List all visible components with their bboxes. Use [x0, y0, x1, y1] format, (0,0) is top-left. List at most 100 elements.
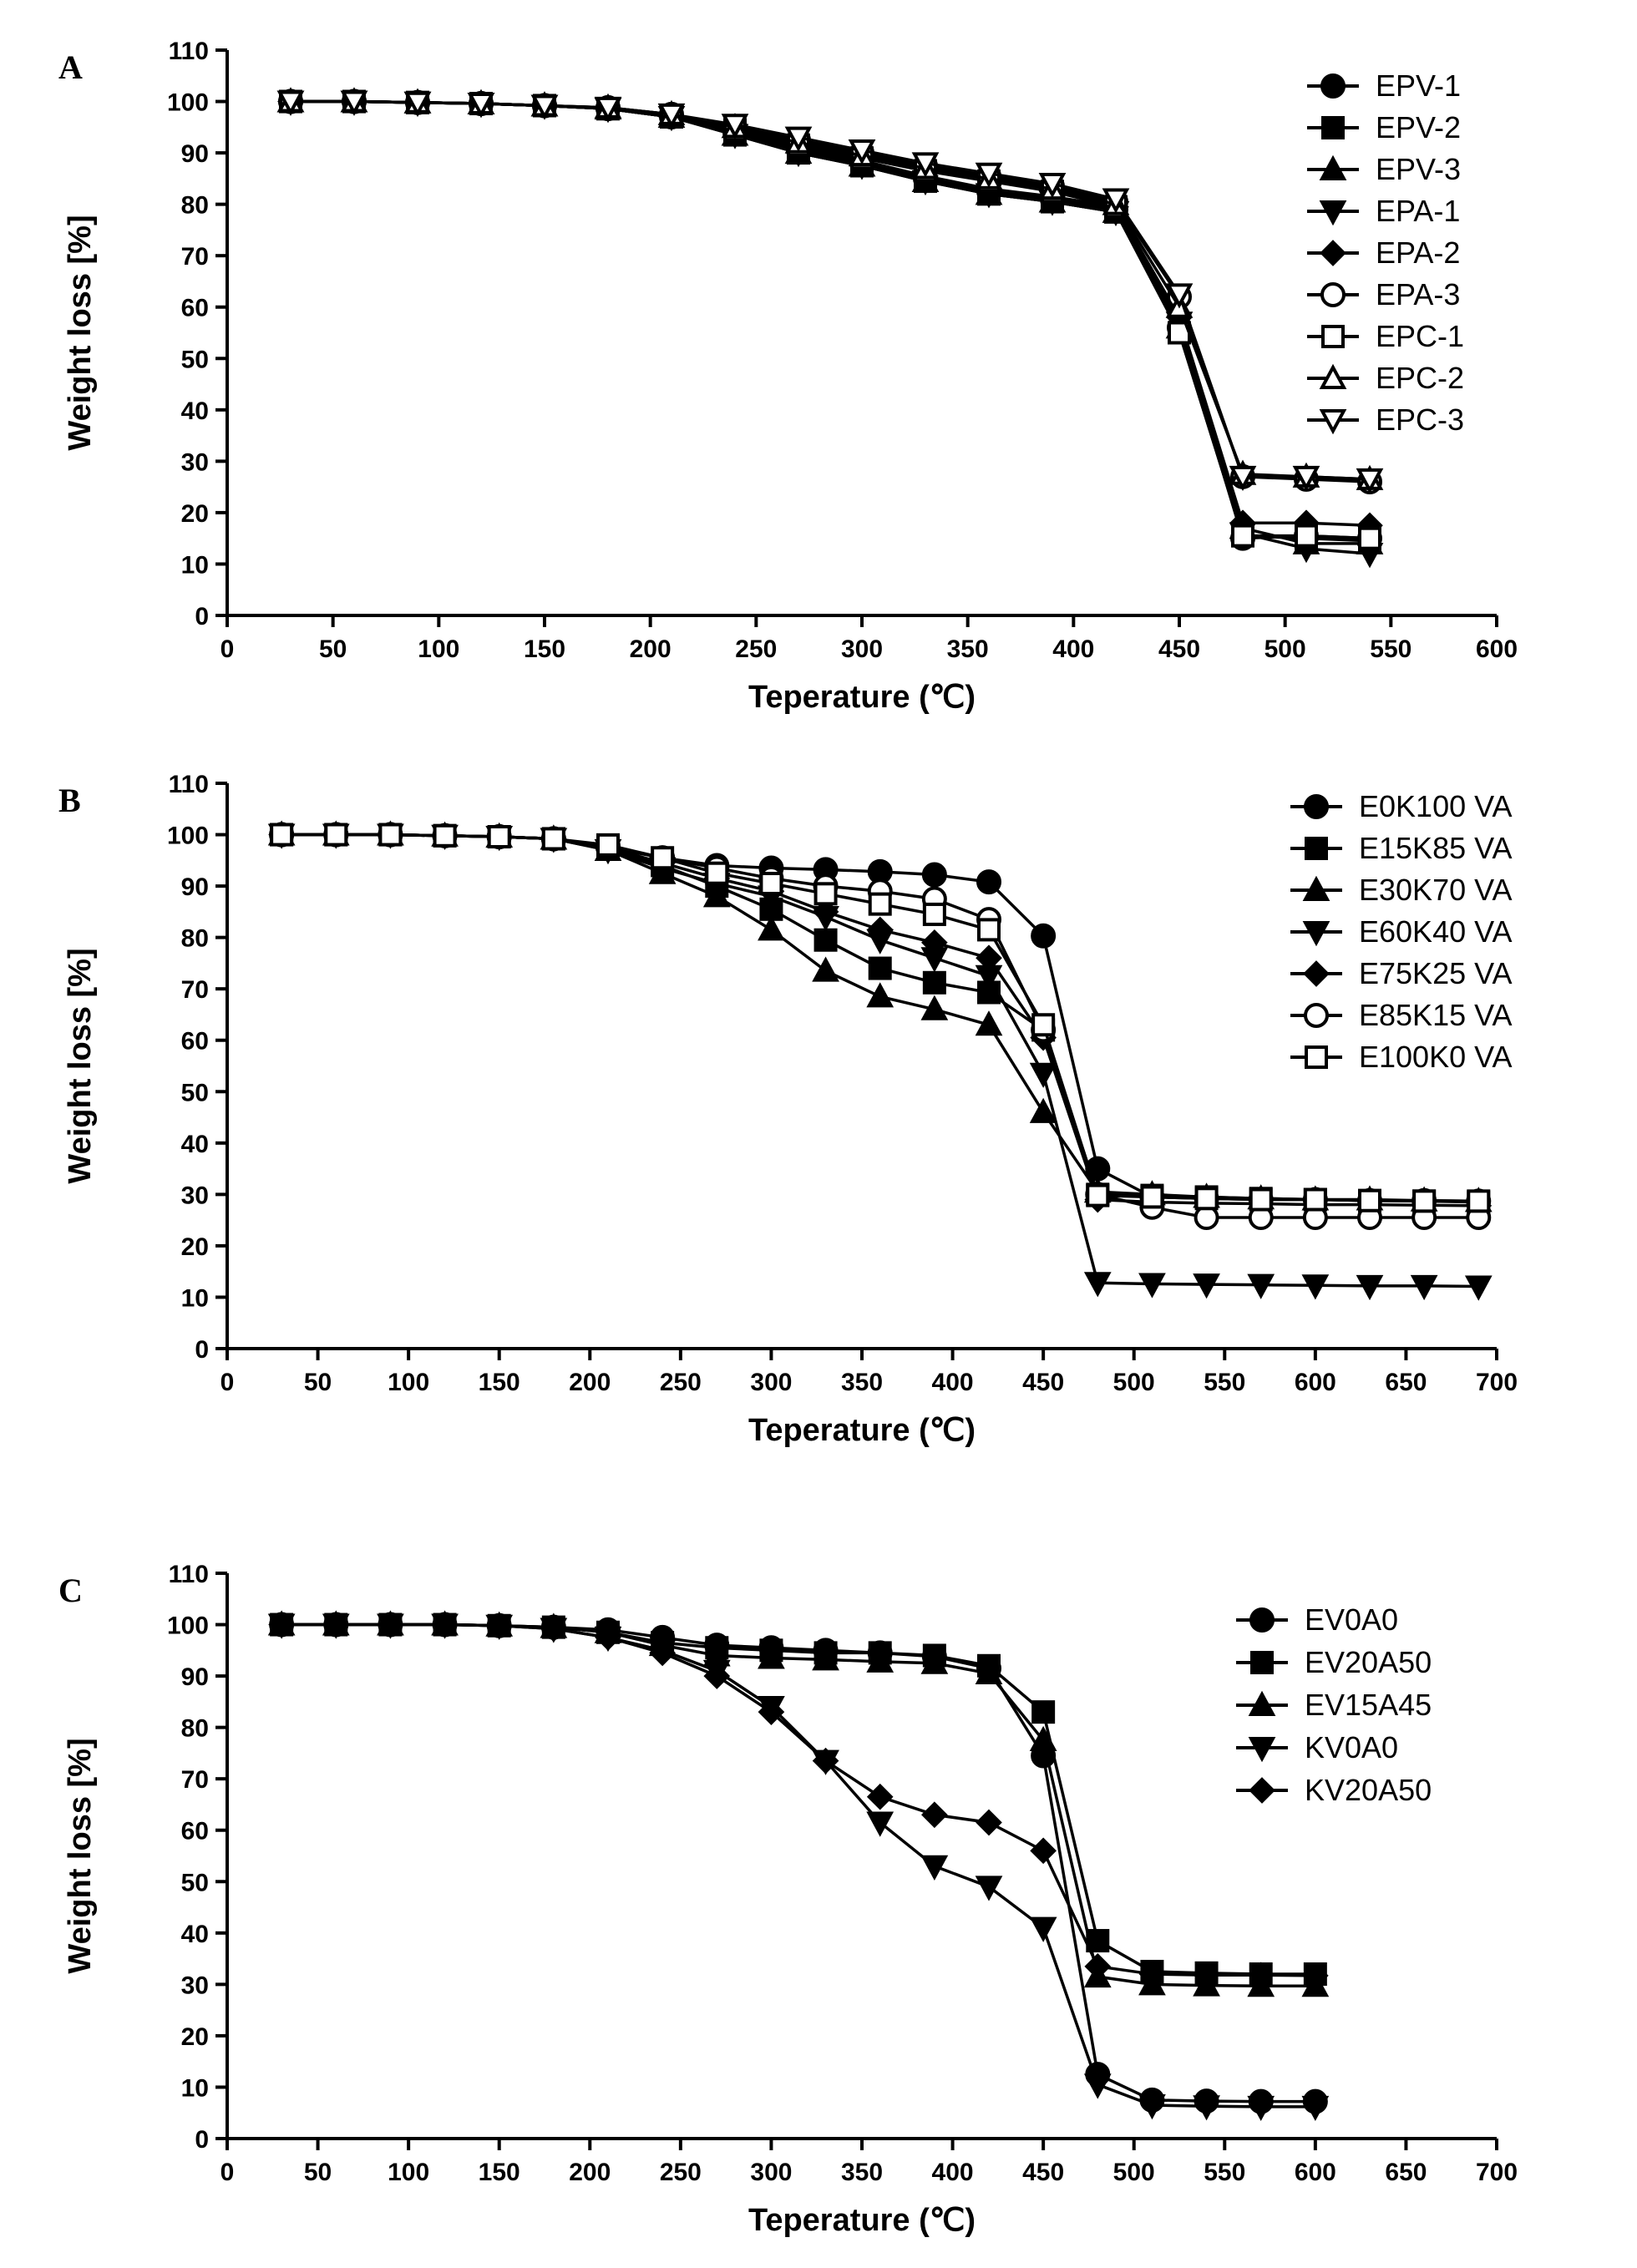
y-tick-label: 70: [181, 243, 209, 271]
x-tick-label: 600: [1295, 2159, 1336, 2186]
x-tick-label: 700: [1476, 2159, 1518, 2186]
legend: EV0A0 EV20A50 EV15A45 KV0A0 KV20A50: [1236, 1602, 1432, 1807]
legend-label: E0K100 VA: [1359, 789, 1512, 823]
x-tick-label: 450: [1158, 635, 1200, 663]
y-tick-label: 40: [181, 1131, 209, 1158]
data-point: [922, 902, 946, 926]
legend-marker: [1321, 116, 1345, 139]
data-point: [975, 1010, 1003, 1036]
legend-item-kv0a0: KV0A0: [1236, 1730, 1398, 1764]
data-point: [596, 833, 620, 857]
legend-item-e60k40-va: E60K40 VA: [1290, 914, 1512, 949]
data-point: [1193, 2095, 1220, 2121]
data-point: [1031, 1700, 1056, 1724]
y-tick-label: 100: [167, 1612, 209, 1640]
legend-marker: [1320, 240, 1346, 266]
data-point: [721, 114, 749, 139]
legend-label: E15K85 VA: [1359, 831, 1512, 865]
x-tick-label: 450: [1022, 2159, 1064, 2186]
legend-marker: [1304, 794, 1329, 819]
legend-label: EPA-2: [1376, 235, 1460, 270]
x-tick-label: 0: [220, 2159, 235, 2186]
data-point: [784, 126, 813, 152]
x-tick-label: 300: [750, 1369, 792, 1396]
data-point: [975, 1876, 1003, 1901]
data-point: [649, 1639, 676, 1667]
data-point: [594, 96, 622, 123]
panel-a-chart: A 0 10 20 30 40 50 60 70 80 90 100 110 0 50 100 150 200 25…: [58, 38, 1518, 715]
x-axis-title: Teperature (℃): [748, 2203, 976, 2238]
legend-item-epc-1: EPC-1: [1307, 319, 1464, 353]
x-tick-label: 250: [660, 2159, 702, 2186]
legend-label: EV15A45: [1305, 1688, 1432, 1722]
data-point: [758, 915, 785, 941]
data-point: [322, 1611, 350, 1638]
legend-label: EPV-3: [1376, 152, 1461, 186]
y-tick-label: 90: [181, 140, 209, 168]
legend-marker: [1320, 282, 1346, 307]
y-tick-label: 40: [181, 397, 209, 425]
data-point: [1083, 2073, 1112, 2099]
data-point: [1083, 1272, 1112, 1298]
legend-marker: [1250, 1651, 1274, 1674]
legend-marker: [1321, 325, 1345, 348]
data-point: [866, 1811, 895, 1837]
x-tick-label: 0: [220, 1369, 235, 1396]
data-point: [657, 103, 686, 129]
data-point: [705, 861, 729, 885]
legend-label: EPC-1: [1376, 319, 1464, 353]
y-tick-label: 90: [181, 1663, 209, 1691]
data-point: [920, 1855, 949, 1881]
y-tick-label: 30: [181, 1182, 209, 1209]
data-point: [1303, 1187, 1327, 1212]
data-point: [812, 956, 839, 982]
y-tick-label: 10: [181, 551, 209, 579]
legend-item-epv-3: EPV-3: [1307, 152, 1461, 186]
series-line: [291, 99, 1371, 555]
data-point: [759, 872, 783, 896]
y-tick-label: 70: [181, 1766, 209, 1794]
data-point: [703, 1663, 731, 1689]
data-point: [866, 1647, 895, 1673]
panel-letter: C: [58, 1572, 83, 1609]
data-point: [1231, 524, 1254, 548]
x-tick-label: 650: [1385, 1369, 1427, 1396]
x-tick-label: 400: [932, 1369, 974, 1396]
legend-marker: [1303, 960, 1330, 987]
legend-marker: [1319, 154, 1347, 180]
legend-item-e85k15-va: E85K15 VA: [1290, 998, 1512, 1032]
data-point: [431, 1611, 459, 1638]
y-tick-label: 20: [181, 2023, 209, 2051]
y-tick-label: 30: [181, 1972, 209, 1999]
x-tick-label: 350: [841, 2159, 883, 2186]
data-point: [866, 982, 895, 1008]
data-point: [1102, 188, 1130, 214]
data-point: [813, 928, 838, 952]
data-point: [866, 916, 894, 944]
y-tick-label: 80: [181, 925, 209, 953]
y-tick-label: 40: [181, 1921, 209, 1948]
series-line: [291, 99, 1371, 540]
series-ev0a0: [269, 1612, 1328, 2114]
x-tick-label: 150: [524, 635, 565, 663]
series-e100k0-va: [270, 823, 1491, 1213]
x-tick-label: 50: [304, 2159, 332, 2186]
x-axis-title: Teperature (℃): [748, 1413, 976, 1448]
series-line: [281, 1623, 1315, 2109]
series-line: [281, 1623, 1315, 1977]
legend-item-e75k25-va: E75K25 VA: [1290, 956, 1512, 990]
legend-label: KV20A50: [1305, 1773, 1432, 1807]
series-kv0a0: [267, 1613, 1330, 2122]
x-tick-label: 100: [388, 2159, 429, 2186]
y-tick-label: 110: [169, 1561, 209, 1588]
data-point: [270, 823, 294, 847]
data-point: [1410, 1274, 1438, 1301]
data-point: [540, 1615, 567, 1643]
data-point: [1140, 1185, 1164, 1209]
legend-label: E60K40 VA: [1359, 914, 1512, 949]
x-tick-label: 350: [947, 635, 989, 663]
y-tick-label: 70: [181, 976, 209, 1004]
y-tick-label: 90: [181, 873, 209, 901]
data-point: [377, 1611, 404, 1638]
legend-item-e30k70-va: E30K70 VA: [1290, 873, 1512, 907]
